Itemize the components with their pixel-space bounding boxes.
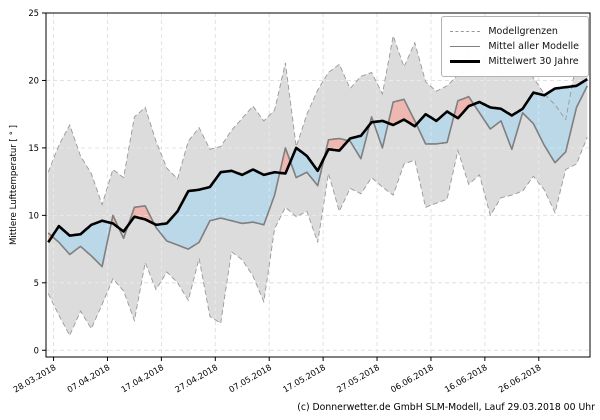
- legend-label: Modellgrenzen: [488, 26, 558, 37]
- y-tick-label: 25: [28, 8, 39, 18]
- x-tick-label: 28.03.2018: [11, 362, 57, 394]
- y-tick-label: 15: [28, 143, 39, 153]
- x-tick-label: 27.04.2018: [173, 362, 219, 394]
- x-tick-label: 07.04.2018: [65, 362, 111, 394]
- gray-line-icon: [450, 46, 481, 47]
- legend: Modellgrenzen Mittel aller Modelle Mitte…: [441, 16, 589, 77]
- dashed-line-icon: [450, 31, 481, 32]
- y-axis-label: Mittlere Lufttemperatur [ ° ]: [9, 124, 19, 246]
- x-tick-label: 16.06.2018: [443, 362, 489, 394]
- x-tick-label: 27.05.2018: [335, 362, 381, 394]
- lower-bound-line: [47, 136, 588, 337]
- climate-mean-line: [47, 77, 588, 244]
- x-tick-label: 17.04.2018: [119, 362, 165, 394]
- plot-border: [45, 12, 591, 358]
- x-tick-label: 07.05.2018: [227, 362, 273, 394]
- model-mean-line: [47, 85, 589, 268]
- y-tick-label: 0: [34, 345, 39, 355]
- cold-anomaly-fill: [48, 79, 588, 267]
- legend-label: Mittel aller Modelle: [488, 41, 579, 52]
- y-tick-label: 20: [28, 75, 39, 85]
- y-tick-label: 5: [34, 278, 39, 288]
- copyright-footer: (c) Donnerwetter.de GmbH SLM-Modell, Lau…: [297, 402, 595, 413]
- x-tick-label: 06.06.2018: [389, 362, 435, 394]
- y-tick-label: 10: [28, 210, 39, 220]
- x-tick-label: 17.05.2018: [281, 362, 327, 394]
- x-tick-label: 26.06.2018: [497, 362, 543, 394]
- legend-label: Mittelwert 30 Jahre: [488, 56, 579, 67]
- legend-item-model-bounds: Modellgrenzen: [450, 26, 579, 37]
- legend-item-model-mean: Mittel aller Modelle: [450, 41, 579, 52]
- legend-item-climate-mean: Mittelwert 30 Jahre: [450, 56, 579, 67]
- upper-bound-line: [47, 25, 588, 207]
- black-line-icon: [450, 60, 481, 63]
